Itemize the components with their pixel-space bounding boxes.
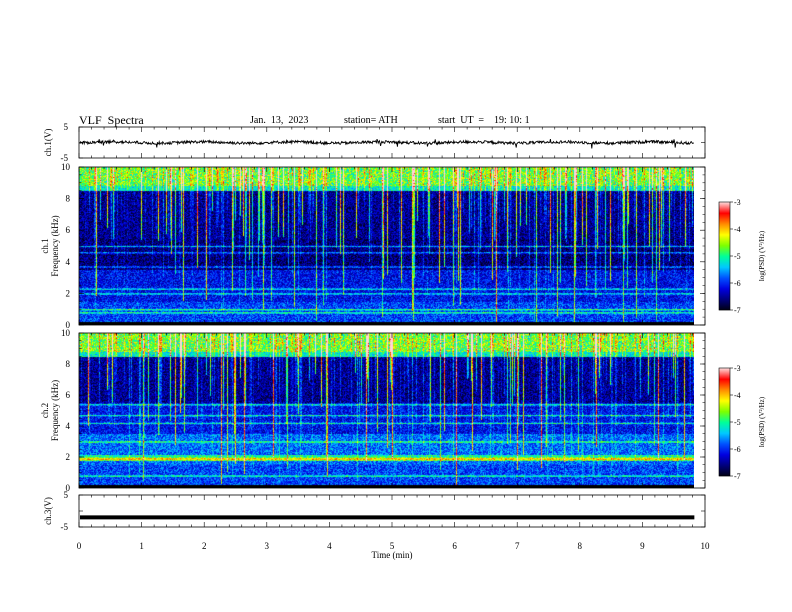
xaxis-label: Time (min) bbox=[372, 550, 413, 560]
xtick-5: 5 bbox=[390, 541, 395, 551]
ch3-ytick-top: 5 bbox=[64, 490, 69, 500]
ch1-spec-ylabel-frequency: Frequency (kHz) bbox=[50, 215, 60, 276]
ch1-spec-colorbar-tick-m6: -6 bbox=[734, 279, 741, 288]
ch2-spec-colorbar-tick-m5: -5 bbox=[734, 418, 741, 427]
ch2-spec-colorbar-tick-m6: -6 bbox=[734, 445, 741, 454]
ch2-spec-colorbar-tick-m3: -3 bbox=[734, 364, 741, 373]
ch2-spec-ytick-10: 10 bbox=[61, 328, 71, 338]
ch2-spec-ytick-0: 0 bbox=[66, 483, 71, 493]
ch1-spec-ytick-0: 0 bbox=[66, 320, 71, 330]
ch3-ytick-bottom: -5 bbox=[61, 522, 69, 532]
ch1-spec-colorbar-tick-m5: -5 bbox=[734, 252, 741, 261]
ch1-spec-colorbar-tick-m7: -7 bbox=[734, 306, 741, 315]
ch1-spec-colorbar-tick-m3: -3 bbox=[734, 198, 741, 207]
ch1-waveform-line bbox=[79, 138, 695, 149]
chart-title: VLF Spectra bbox=[79, 113, 144, 127]
ch1-ytick-bottom: -5 bbox=[61, 153, 69, 163]
ch1-spec-ytick-8: 8 bbox=[66, 194, 71, 204]
ch2-spec-ylabel-channel: ch.2 bbox=[40, 403, 50, 418]
station-label: station= ATH bbox=[344, 115, 398, 126]
ch1-ytick-top: 5 bbox=[64, 122, 69, 132]
xtick-1: 1 bbox=[139, 541, 144, 551]
ch2-spec-colorbar-label: log(PSD) (V²/Hz) bbox=[758, 396, 766, 447]
xtick-10: 10 bbox=[701, 541, 711, 551]
ch1-spec-colorbar-label: log(PSD) (V²/Hz) bbox=[758, 230, 766, 281]
ch2-spec-ylabel-frequency: Frequency (kHz) bbox=[50, 380, 60, 441]
ch1-spec-ytick-4: 4 bbox=[66, 257, 71, 267]
start-ut-label: start UT = 19: 10: 1 bbox=[438, 115, 530, 126]
xtick-4: 4 bbox=[327, 541, 332, 551]
xtick-6: 6 bbox=[452, 541, 457, 551]
xtick-7: 7 bbox=[515, 541, 520, 551]
xtick-3: 3 bbox=[265, 541, 270, 551]
ch1-ylabel: ch.1(V) bbox=[43, 129, 53, 157]
ch2-spec-ylabel: ch.2 Frequency (kHz) bbox=[40, 380, 60, 441]
xtick-0: 0 bbox=[77, 541, 82, 551]
ch1-spec-colorbar-tick-m4: -4 bbox=[734, 225, 741, 234]
ch2-spec-ytick-8: 8 bbox=[66, 359, 71, 369]
spectrogram-image-ch1 bbox=[79, 167, 694, 325]
ch1-spec-ylabel-channel: ch.1 bbox=[40, 238, 50, 253]
ch1-spec-ytick-10: 10 bbox=[61, 162, 71, 172]
ch1-spec-ytick-6: 6 bbox=[66, 225, 71, 235]
ch2-spec-colorbar-tick-m4: -4 bbox=[734, 391, 741, 400]
ch2-spec-ytick-4: 4 bbox=[66, 421, 71, 431]
ch2-spec-ytick-6: 6 bbox=[66, 390, 71, 400]
xtick-2: 2 bbox=[202, 541, 207, 551]
ch1-spec-ylabel: ch.1 Frequency (kHz) bbox=[40, 215, 60, 276]
ch2-spec-colorbar-tick-m7: -7 bbox=[734, 472, 741, 481]
ch2-spec-ytick-2: 2 bbox=[66, 452, 71, 462]
ch3-ylabel: ch.3(V) bbox=[43, 497, 53, 525]
date-label: Jan. 13, 2023 bbox=[250, 115, 309, 126]
xtick-8: 8 bbox=[578, 541, 583, 551]
spectrogram-image-ch2 bbox=[79, 333, 694, 488]
xtick-9: 9 bbox=[640, 541, 645, 551]
ch1-spec-ytick-2: 2 bbox=[66, 288, 71, 298]
